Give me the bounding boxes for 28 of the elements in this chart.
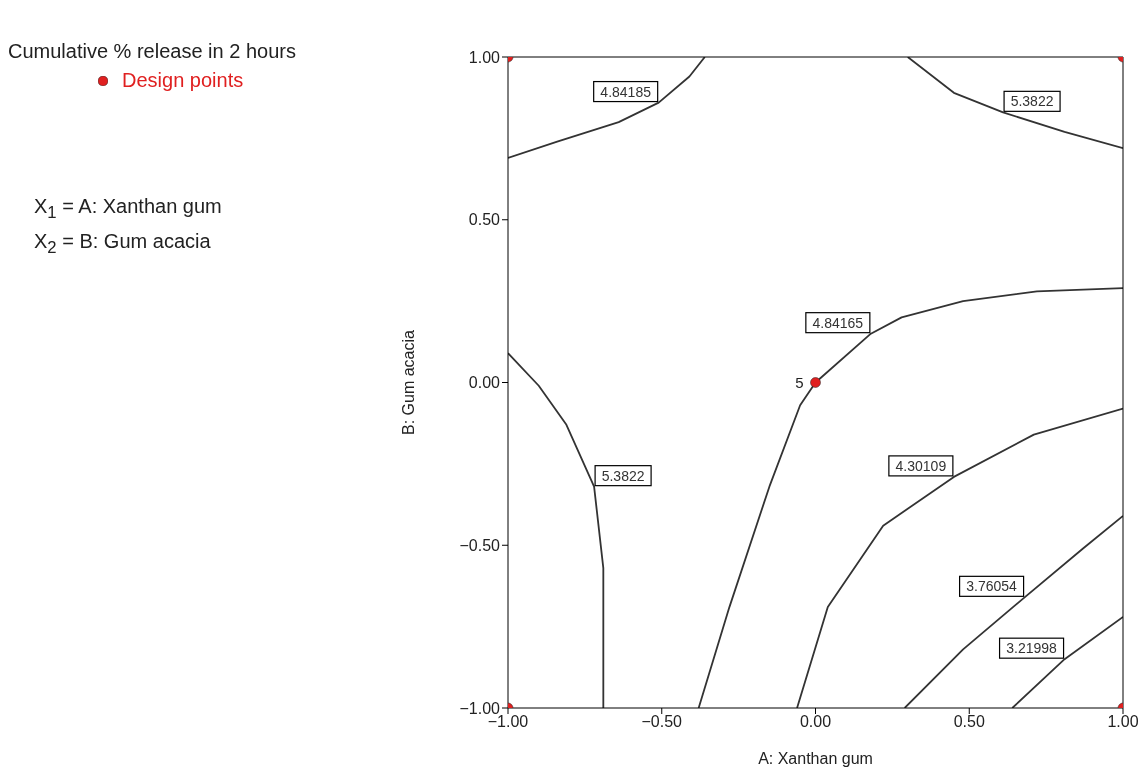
line-series [796,407,1123,708]
series-label: 5.3822 [601,467,645,484]
series-label: 4.84185 [600,83,652,100]
series-label: 4.84165 [812,314,864,331]
text: Cumulative % release in 2 hours [8,40,297,63]
y-tick-label: −0.50 [459,536,501,554]
series-label: 3.76054 [966,578,1018,595]
x-axis-title: A: Xanthan gum [758,750,873,767]
line-series [697,287,1123,708]
line-series [906,57,1123,150]
series-label: 3.21998 [1006,640,1058,657]
x-tick-label: 0.50 [953,713,985,731]
line-series [508,57,706,159]
legend-label: Design points [122,69,244,92]
x-tick-label: 0.00 [799,713,832,731]
y-tick-label: 0.00 [468,374,501,392]
series-label: 5.3822 [1010,93,1054,110]
x-tick-label: 1.00 [1107,713,1139,731]
y-tick-label: 0.50 [468,211,501,229]
y-tick-label: 1.00 [468,48,501,66]
text: X$_{2}$ = B: Gum acacia [34,230,211,257]
x-tick-label: −0.50 [641,713,683,731]
text: X$_{1}$ = A: Xanthan gum [34,195,222,222]
annotation: 5 [795,373,804,391]
line-series [903,515,1123,708]
y-axis-title: B: Gum acacia [399,329,417,435]
x-tick-label: −1.00 [487,713,529,731]
series-label: 4.30109 [895,457,947,474]
